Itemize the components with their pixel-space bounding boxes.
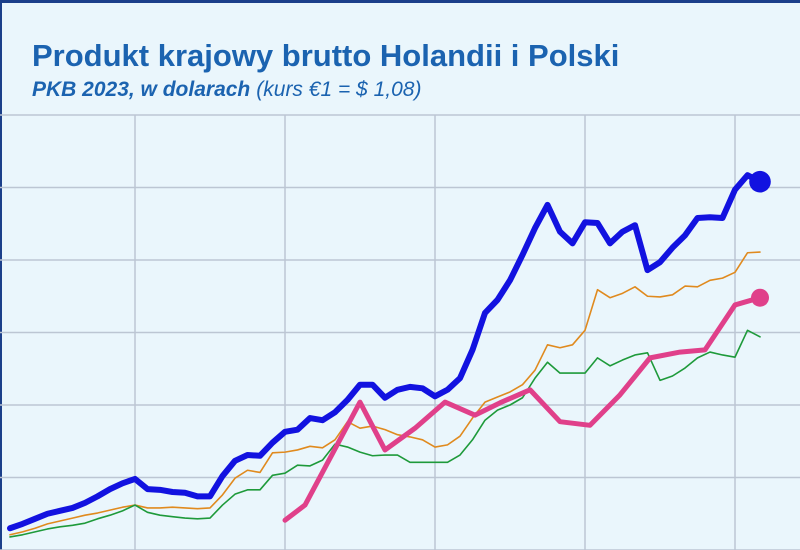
chart-title: Produkt krajowy brutto Holandii i Polski bbox=[32, 38, 619, 73]
end-marker bbox=[749, 170, 771, 193]
series-line bbox=[9, 329, 761, 538]
series-line bbox=[7, 172, 763, 532]
top-border bbox=[0, 0, 800, 3]
chart-subtitle: PKB 2023, w dolarach (kurs €1 = $ 1,08) bbox=[32, 78, 421, 101]
grid bbox=[0, 114, 800, 550]
plot bbox=[7, 170, 771, 538]
subtitle-main: PKB 2023, w dolarach bbox=[32, 78, 250, 101]
series-line bbox=[282, 295, 763, 523]
end-marker bbox=[751, 288, 769, 307]
left-border bbox=[0, 0, 2, 550]
subtitle-note: (kurs €1 = $ 1,08) bbox=[256, 78, 421, 101]
